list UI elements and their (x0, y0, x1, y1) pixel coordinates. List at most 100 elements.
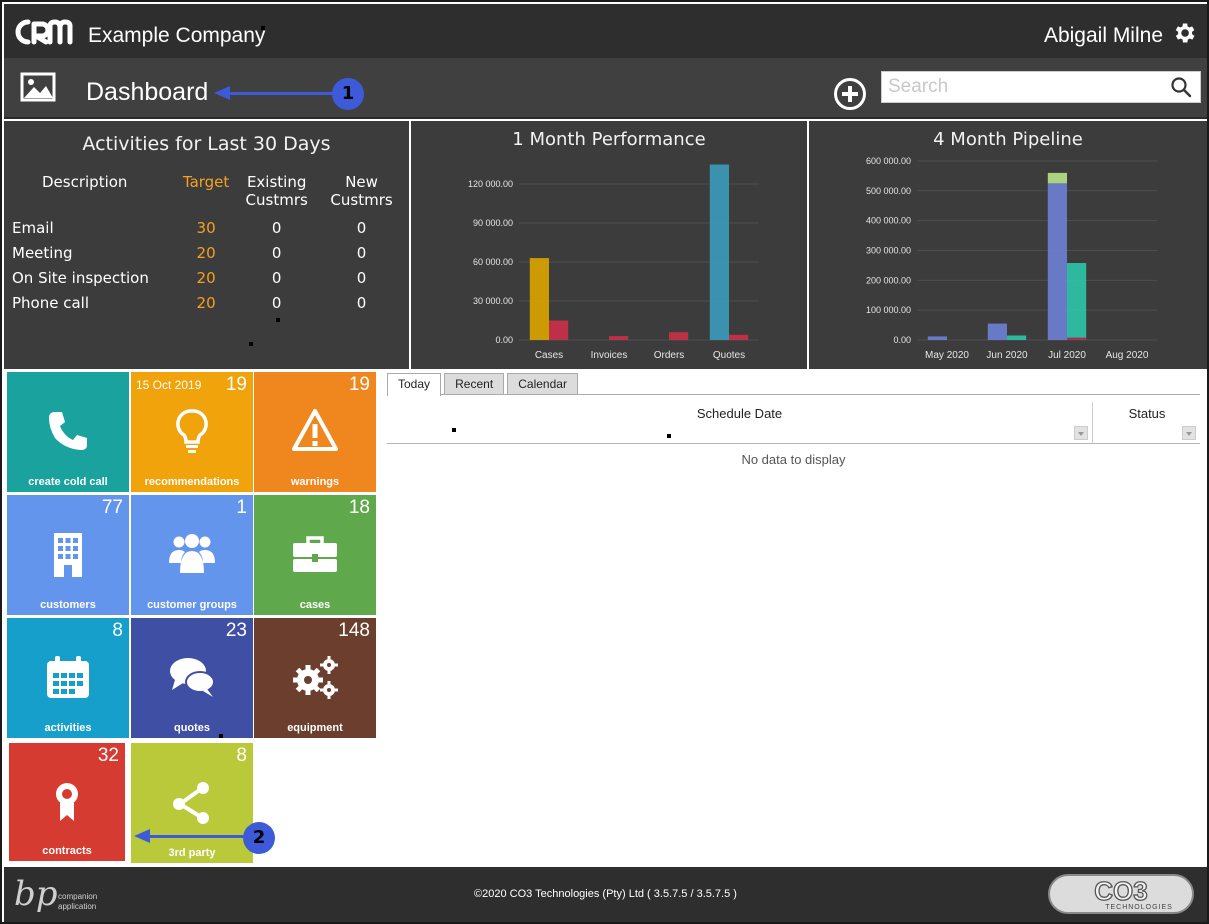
search-box[interactable] (881, 71, 1201, 103)
tile-label: customers (40, 599, 96, 611)
bar[interactable] (1067, 337, 1087, 340)
search-input[interactable] (882, 72, 1162, 102)
page-title: Dashboard (86, 78, 209, 106)
x-tick-label: Jul 2020 (1048, 350, 1086, 361)
tile-label: cases (299, 599, 331, 611)
bar[interactable] (549, 320, 569, 341)
svg-text:CO3: CO3 (1094, 876, 1147, 906)
row-description: On Site inspection (12, 268, 149, 287)
y-tick-label: 200 000.00 (866, 275, 911, 285)
bar[interactable] (529, 258, 549, 340)
settings-gear-icon[interactable] (1171, 20, 1197, 46)
row-new: 0 (356, 293, 367, 312)
row-target: 30 (196, 218, 216, 237)
crm-logo[interactable] (12, 14, 78, 50)
bar[interactable] (729, 334, 749, 340)
empty-state-text: No data to display (741, 452, 846, 467)
schedule-tabs: Today Recent Calendar (387, 373, 578, 396)
chat-bubbles-icon (170, 658, 215, 697)
annotation-arrow-2 (134, 829, 244, 843)
tile-label: quotes (173, 722, 211, 734)
tile-customer-groups[interactable]: 1 customer groups (131, 495, 253, 615)
schedule-grid-header: Schedule Date Status (387, 402, 1200, 444)
bar[interactable] (1007, 335, 1027, 340)
search-icon[interactable] (1170, 76, 1192, 98)
tab-calendar[interactable]: Calendar (507, 373, 578, 395)
svg-text:application: application (58, 902, 96, 911)
tile-3rd-party[interactable]: 8 3rd party (131, 743, 253, 863)
svg-text:TECHNOLOGIES: TECHNOLOGIES (1105, 904, 1173, 911)
row-new: 0 (356, 218, 367, 237)
column-header-existing: Existing Custmrs (234, 173, 319, 215)
tile-activities[interactable]: 8 activities (7, 618, 129, 738)
tab-today[interactable]: Today (387, 373, 442, 396)
tile-create-cold-call[interactable]: create cold call (7, 372, 129, 492)
image-icon[interactable] (20, 72, 56, 102)
tile-equipment[interactable]: 148 equipment (254, 618, 376, 738)
table-row: Phone call 20 0 0 (12, 290, 404, 315)
add-plus-circle-icon[interactable] (833, 77, 867, 111)
bar[interactable] (1047, 172, 1067, 184)
pipeline-chart-title: 4 Month Pipeline (933, 129, 1083, 150)
column-header-new: New Custmrs (319, 173, 404, 215)
column-status[interactable]: Status (1094, 402, 1200, 444)
y-tick-label: 60 000.00 (473, 257, 513, 267)
pipeline-panel: 4 Month Pipeline 0.00 100 000.00 200 000.0… (809, 121, 1207, 369)
tile-contracts[interactable]: 32 contracts (9, 743, 125, 861)
row-target: 20 (196, 268, 216, 287)
copyright-text: ©2020 CO3 Technologies (Pty) Ltd ( 3.5.7… (474, 888, 737, 900)
award-ribbon-icon (56, 783, 78, 821)
bar[interactable] (987, 323, 1007, 340)
co3-technologies-logo[interactable]: CO3 TECHNOLOGIES (1047, 873, 1195, 915)
row-description: Meeting (12, 243, 73, 262)
users-icon (169, 534, 215, 573)
row-existing: 0 (271, 218, 282, 237)
table-row: Meeting 20 0 0 (12, 240, 404, 265)
bar[interactable] (709, 164, 729, 341)
footer: bp companion application ©2020 CO3 Techn… (4, 867, 1207, 922)
tab-recent[interactable]: Recent (444, 373, 505, 395)
column-header-new-text: New Custmrs (330, 173, 393, 209)
bar[interactable] (1067, 263, 1087, 338)
column-header-description: Description (42, 173, 128, 191)
share-icon (173, 782, 209, 824)
bar[interactable] (927, 336, 947, 340)
page-header-bar: Dashboard (4, 58, 1207, 119)
activities-table: Description Target Existing Custmrs New … (12, 173, 404, 315)
annotation-marker-1: 1 (332, 78, 364, 110)
bar[interactable] (1047, 183, 1067, 340)
y-tick-label: 0.00 (893, 335, 911, 345)
tile-label: 3rd party (168, 847, 216, 859)
row-target: 20 (196, 293, 216, 312)
x-tick-label: Cases (535, 350, 563, 361)
tile-label: warnings (290, 476, 340, 488)
artifact-dot (261, 26, 265, 30)
x-tick-label: Invoices (591, 350, 628, 361)
tile-customers[interactable]: 77 customers (7, 495, 129, 615)
tile-label: activities (44, 722, 92, 734)
tile-label: create cold call (28, 476, 108, 488)
tile-warnings[interactable]: 19 warnings (254, 372, 376, 492)
tile-count: 8 (236, 745, 247, 766)
artifact-dot (249, 342, 253, 346)
tile-count: 77 (101, 497, 123, 518)
briefcase-icon (293, 536, 337, 572)
artifact-dot (452, 428, 456, 432)
schedule-date-header: Schedule Date (696, 406, 783, 421)
gears-icon (293, 656, 338, 699)
row-existing: 0 (271, 268, 282, 287)
bp-companion-logo[interactable]: bp companion application (14, 873, 104, 917)
schedule-date-filter-dropdown[interactable] (1074, 426, 1088, 440)
user-name[interactable]: Abigail Milne (1043, 24, 1163, 47)
tile-cases[interactable]: 18 cases (254, 495, 376, 615)
column-schedule-date[interactable]: Schedule Date (387, 402, 1093, 444)
bar[interactable] (669, 332, 689, 340)
status-filter-dropdown[interactable] (1182, 426, 1196, 440)
activities-title: Activities for Last 30 Days (82, 133, 331, 155)
tile-quotes[interactable]: 23 quotes (131, 618, 253, 738)
bar[interactable] (609, 336, 629, 340)
row-target: 20 (196, 243, 216, 262)
table-row: Email 30 0 0 (12, 215, 404, 240)
tile-recommendations[interactable]: 15 Oct 2019 19 recommendations (131, 372, 253, 492)
y-tick-label: 400 000.00 (866, 216, 911, 226)
